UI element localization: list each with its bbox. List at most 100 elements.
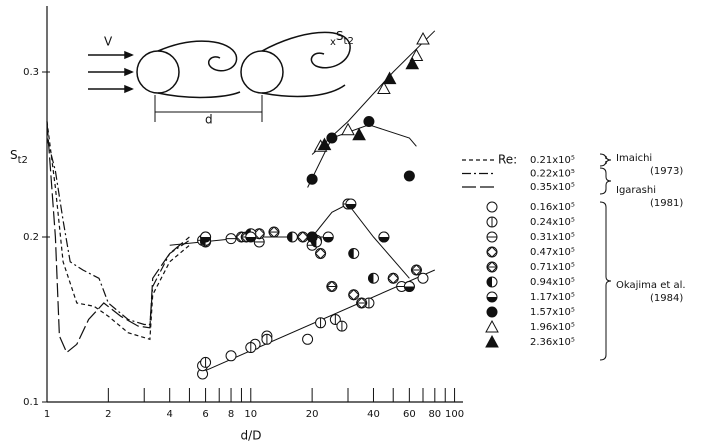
marker	[302, 333, 314, 345]
marker	[377, 81, 391, 94]
marker-detail	[323, 237, 334, 242]
marker-shape	[297, 231, 309, 243]
source-author: Okajima et al.	[616, 280, 686, 291]
legend-label: 0.47x10⁵	[530, 247, 575, 258]
marker-shape	[348, 289, 360, 301]
legend-label: 0.71x10⁵	[530, 262, 575, 273]
marker-detail	[487, 277, 492, 287]
marker-detail	[326, 280, 338, 293]
marker	[486, 261, 498, 273]
x-tick-label: 100	[445, 409, 464, 420]
marker-detail	[345, 204, 356, 209]
legend-label: 1.96x10⁵	[530, 322, 575, 333]
legend-brace	[599, 153, 612, 167]
marker	[297, 231, 309, 243]
inset-wake-label: xSt2	[330, 29, 354, 49]
marker-shape	[486, 201, 498, 213]
series-line	[46, 121, 190, 354]
x-tick-label: 6	[202, 409, 208, 420]
marker	[486, 276, 498, 288]
marker-shape	[225, 350, 237, 362]
series-line	[46, 137, 190, 326]
marker-detail	[410, 264, 423, 276]
marker-shape	[403, 170, 415, 182]
marker-shape	[377, 81, 391, 94]
marker	[329, 314, 341, 325]
marker-detail	[200, 237, 211, 242]
y-label-subscript: t2	[18, 155, 28, 166]
legend-label: 0.94x10⁵	[530, 277, 575, 288]
marker	[245, 231, 257, 243]
marker	[416, 31, 430, 45]
marker	[486, 231, 498, 243]
legend-label: 1.17x10⁵	[530, 292, 575, 303]
marker	[326, 280, 338, 293]
legend-title: Re:	[498, 153, 517, 167]
marker-detail	[287, 232, 293, 242]
marker	[268, 226, 280, 238]
inset-diagram	[88, 31, 351, 122]
x-tick-label: 2	[105, 409, 111, 420]
marker-detail	[268, 226, 280, 238]
marker	[486, 201, 498, 213]
marker	[314, 247, 327, 260]
marker-shape	[417, 272, 429, 284]
source-author: Igarashi	[616, 185, 656, 196]
marker-detail	[348, 248, 354, 259]
marker-shape	[302, 333, 314, 345]
marker	[306, 173, 318, 185]
marker	[225, 233, 237, 245]
marker	[225, 350, 237, 362]
marker	[486, 246, 498, 258]
marker-detail	[245, 237, 256, 242]
legend-label: 0.35x10⁵	[530, 182, 575, 193]
marker	[403, 170, 415, 182]
marker-shape	[352, 127, 366, 141]
marker	[363, 116, 375, 127]
marker-shape	[326, 132, 338, 144]
marker	[315, 317, 327, 329]
marker-shape	[486, 246, 498, 258]
marker-shape	[363, 116, 375, 127]
marker	[336, 320, 348, 332]
inset-wake-symbol: S	[336, 29, 344, 43]
marker	[306, 231, 318, 243]
marker-detail	[314, 247, 327, 260]
marker	[341, 122, 355, 136]
y-tick-label: 0.3	[23, 67, 39, 78]
marker-shape	[382, 71, 397, 85]
marker	[200, 231, 212, 243]
marker-detail	[378, 237, 389, 242]
x-axis-label: d/D	[241, 429, 262, 443]
marker	[409, 48, 424, 61]
marker	[200, 356, 212, 368]
legend-brace	[599, 167, 612, 195]
marker	[378, 231, 390, 243]
marker-detail	[486, 246, 498, 258]
marker	[405, 56, 420, 70]
y-label-symbol: S	[10, 148, 18, 162]
marker	[245, 342, 257, 354]
marker-shape	[317, 137, 332, 151]
marker-shape	[405, 56, 420, 70]
marker-detail	[348, 289, 360, 301]
marker	[286, 231, 298, 243]
y-tick-label: 0.1	[23, 397, 39, 408]
x-tick-label: 60	[403, 409, 416, 420]
marker	[317, 137, 332, 151]
marker-detail	[368, 273, 374, 284]
marker	[348, 289, 360, 301]
x-tick-label: 20	[306, 409, 319, 420]
series-line	[46, 121, 190, 341]
inset-wake-prefix: x	[330, 37, 336, 48]
inset-wake-subscript: t2	[344, 36, 354, 47]
marker-detail	[297, 231, 309, 243]
marker	[382, 71, 397, 85]
legend-label: 0.21x10⁵	[530, 155, 575, 166]
source-year: (1984)	[650, 293, 683, 304]
marker	[485, 319, 499, 333]
marker-shape	[306, 173, 318, 185]
marker	[485, 334, 499, 348]
legend-brace	[599, 201, 612, 361]
x-tick-label: 4	[167, 409, 173, 420]
